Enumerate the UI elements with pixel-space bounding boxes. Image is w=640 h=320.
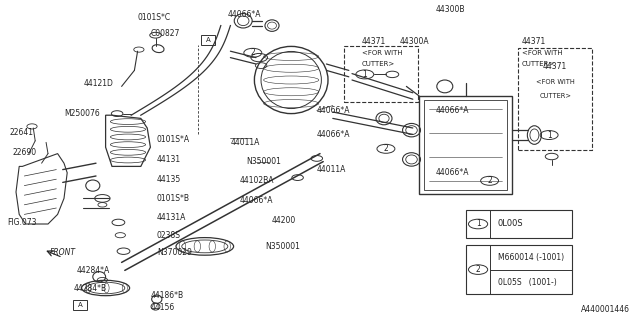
Bar: [419, 96, 512, 194]
Bar: [466, 210, 572, 238]
Text: 1: 1: [476, 220, 481, 228]
Text: 44066*A: 44066*A: [435, 168, 468, 177]
Text: 0101S*A: 0101S*A: [157, 135, 190, 144]
Text: 44066*A: 44066*A: [435, 106, 468, 115]
Text: <FOR WITH: <FOR WITH: [362, 50, 402, 56]
Text: N350001: N350001: [266, 242, 300, 251]
Text: 44066*A: 44066*A: [317, 130, 350, 139]
Text: 44011A: 44011A: [317, 165, 346, 174]
Bar: [518, 48, 592, 150]
Text: N350001: N350001: [246, 157, 281, 166]
Text: 44011A: 44011A: [230, 138, 260, 147]
Text: 44284*B: 44284*B: [74, 284, 107, 293]
Bar: [424, 100, 507, 190]
Text: 44156: 44156: [150, 303, 175, 312]
Text: 44371: 44371: [543, 62, 567, 71]
Text: 44371: 44371: [362, 37, 386, 46]
Bar: [344, 46, 418, 102]
Text: 2: 2: [383, 144, 388, 153]
Text: 2: 2: [250, 48, 255, 57]
Text: FRONT: FRONT: [50, 248, 76, 257]
Text: C00827: C00827: [150, 29, 180, 38]
Text: 44121D: 44121D: [83, 79, 113, 88]
Text: M660014 (-1001): M660014 (-1001): [498, 253, 564, 262]
Text: 0101S*C: 0101S*C: [138, 13, 171, 22]
Text: 44135: 44135: [157, 175, 181, 184]
Text: 44300A: 44300A: [400, 37, 429, 46]
Text: A: A: [77, 302, 83, 308]
Text: 2: 2: [487, 176, 492, 185]
Text: 44066*A: 44066*A: [317, 106, 350, 115]
Text: 1: 1: [362, 70, 367, 79]
Text: 44300B: 44300B: [435, 5, 465, 14]
Bar: [73, 300, 87, 310]
Text: CUTTER>: CUTTER>: [522, 61, 555, 67]
Text: 0L00S: 0L00S: [498, 220, 524, 228]
Text: 44371: 44371: [522, 37, 546, 46]
Text: 0101S*B: 0101S*B: [157, 194, 190, 203]
Text: 44066*A: 44066*A: [240, 196, 273, 204]
Text: CUTTER>: CUTTER>: [362, 61, 395, 67]
Text: 22690: 22690: [13, 148, 37, 156]
Text: A: A: [205, 37, 211, 43]
Text: <FOR WITH: <FOR WITH: [536, 79, 575, 85]
Text: 44066*A: 44066*A: [227, 10, 260, 19]
Text: 44102BA: 44102BA: [240, 176, 275, 185]
Text: 44131A: 44131A: [157, 213, 186, 222]
Text: M250076: M250076: [64, 109, 100, 118]
Text: 44186*B: 44186*B: [150, 291, 184, 300]
Text: 2: 2: [476, 265, 481, 274]
Bar: [201, 35, 215, 45]
Text: 0238S: 0238S: [157, 231, 181, 240]
Text: A440001446: A440001446: [581, 305, 630, 314]
Text: <FOR WITH: <FOR WITH: [522, 50, 562, 56]
Text: FIG.073: FIG.073: [8, 218, 37, 227]
Text: 44284*A: 44284*A: [77, 266, 110, 275]
Text: 0L05S   (1001-): 0L05S (1001-): [498, 277, 557, 286]
Text: 44200: 44200: [272, 216, 296, 225]
Bar: [466, 245, 572, 294]
Text: 22641: 22641: [10, 128, 34, 137]
Text: N370029: N370029: [157, 248, 191, 257]
Text: 44131: 44131: [157, 155, 181, 164]
Text: 1: 1: [547, 131, 552, 140]
Text: CUTTER>: CUTTER>: [540, 93, 572, 99]
